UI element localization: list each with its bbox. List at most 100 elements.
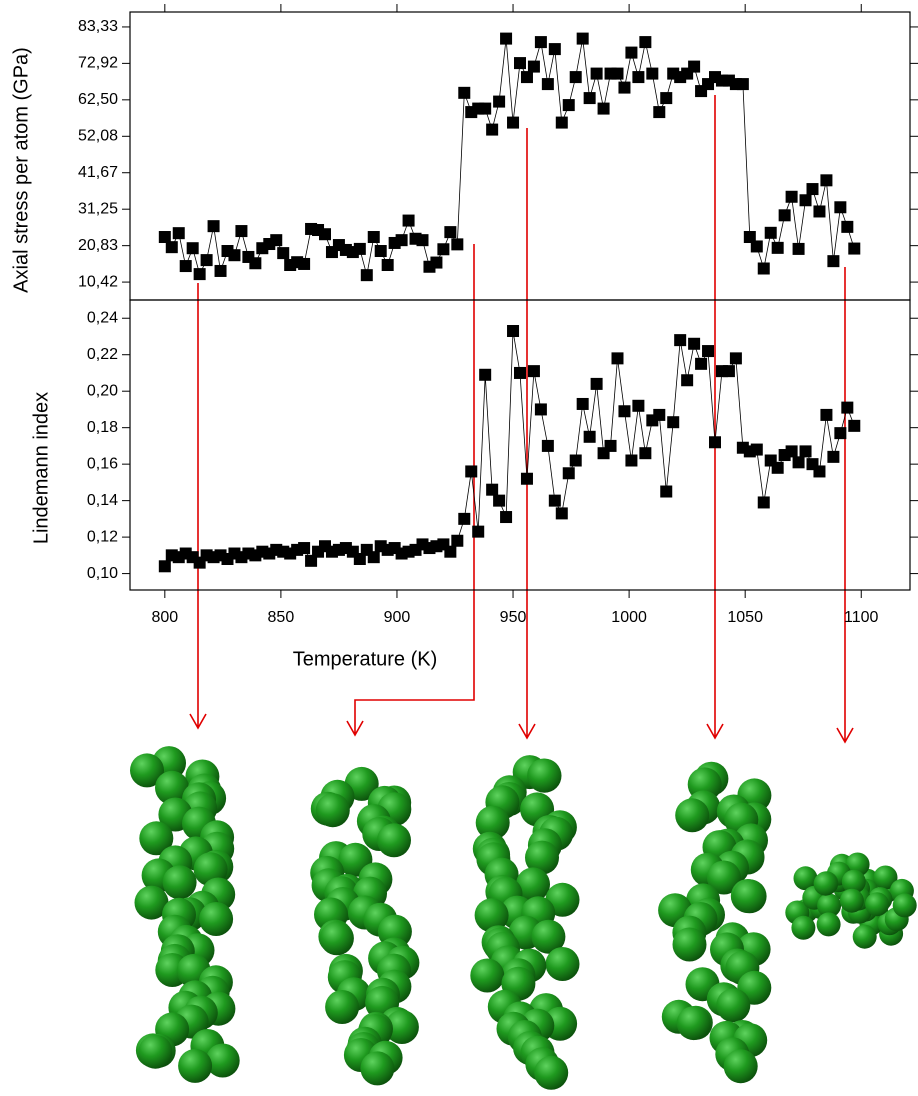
atom: [377, 823, 411, 858]
y-tick-label: 72,92: [78, 55, 118, 72]
data-point: [688, 337, 701, 350]
data-point: [500, 511, 513, 524]
y-tick-label: 0,24: [87, 309, 118, 326]
atom: [138, 1034, 173, 1069]
data-point: [381, 259, 394, 272]
data-point: [507, 116, 520, 129]
data-point: [562, 467, 575, 480]
data-point: [813, 465, 826, 478]
y-tick-label: 0,10: [87, 565, 118, 582]
data-point: [653, 408, 666, 421]
data-point: [527, 365, 540, 378]
data-point: [458, 86, 471, 99]
data-point: [757, 262, 770, 275]
y-tick-label: 52,08: [78, 128, 118, 145]
data-point: [834, 201, 847, 214]
atom: [319, 921, 354, 956]
data-point: [611, 67, 624, 80]
data-point: [639, 447, 652, 460]
atom: [852, 924, 877, 949]
y-tick-label: 20,83: [78, 237, 118, 254]
data-point: [562, 99, 575, 112]
atom: [470, 958, 505, 993]
data-point: [479, 368, 492, 381]
data-point: [249, 257, 262, 270]
data-point: [298, 257, 311, 270]
data-point: [590, 67, 603, 80]
atom: [474, 898, 509, 933]
atom: [134, 885, 169, 920]
atom: [675, 798, 710, 833]
data-point: [722, 365, 735, 378]
data-point: [576, 397, 589, 410]
atom: [360, 1051, 395, 1086]
y-tick-label: 0,22: [87, 346, 118, 363]
data-point: [514, 57, 526, 70]
data-point: [360, 269, 373, 282]
atom: [865, 892, 890, 917]
data-point: [158, 231, 171, 244]
y-tick-label: 0,12: [87, 528, 118, 545]
atom: [676, 1006, 711, 1041]
data-point: [514, 366, 526, 379]
data-point: [799, 445, 812, 458]
data-point: [792, 242, 805, 255]
data-point: [667, 416, 680, 429]
data-point: [625, 454, 638, 467]
data-point: [841, 220, 854, 233]
atom: [384, 1010, 419, 1044]
atom: [791, 915, 816, 940]
atom: [155, 770, 189, 805]
x-tick-label: 1100: [844, 609, 879, 626]
atom: [873, 865, 898, 890]
data-point: [583, 430, 596, 443]
data-point: [709, 436, 721, 449]
data-point: [444, 545, 457, 558]
atom: [716, 988, 751, 1023]
data-point: [165, 241, 178, 254]
data-point: [695, 357, 708, 370]
data-point: [555, 116, 568, 129]
data-point: [611, 352, 624, 365]
data-point: [444, 226, 457, 239]
atom: [325, 990, 360, 1024]
x-tick-label: 800: [151, 609, 178, 626]
data-point: [395, 234, 408, 247]
atom: [723, 1049, 758, 1084]
data-point: [576, 32, 589, 45]
y-tick-label: 0,18: [87, 419, 118, 436]
data-point: [493, 494, 506, 507]
atom: [199, 902, 234, 936]
atom: [672, 927, 707, 962]
data-point: [827, 450, 840, 463]
data-point: [493, 95, 506, 108]
data-point: [235, 225, 248, 238]
data-point: [402, 214, 415, 227]
data-point: [583, 92, 596, 105]
data-point: [298, 542, 311, 555]
data-point: [534, 36, 547, 49]
y-tick-label: 0,20: [87, 382, 118, 399]
data-point: [353, 552, 366, 565]
data-point: [242, 250, 255, 263]
data-point: [207, 220, 220, 233]
data-point: [827, 255, 840, 268]
atom: [817, 893, 842, 918]
data-point: [569, 71, 582, 84]
data-point: [757, 496, 770, 509]
data-point: [618, 405, 631, 418]
data-point: [785, 190, 798, 203]
data-point: [555, 507, 568, 520]
atom: [315, 793, 350, 828]
data-point: [451, 534, 464, 547]
x-tick-label: 900: [384, 609, 411, 626]
data-point: [548, 43, 561, 56]
data-point: [430, 256, 443, 269]
data-point: [374, 245, 387, 258]
data-point: [632, 399, 645, 412]
atom: [793, 866, 818, 891]
data-point: [367, 231, 380, 244]
data-point: [702, 345, 715, 358]
atom: [839, 888, 864, 913]
